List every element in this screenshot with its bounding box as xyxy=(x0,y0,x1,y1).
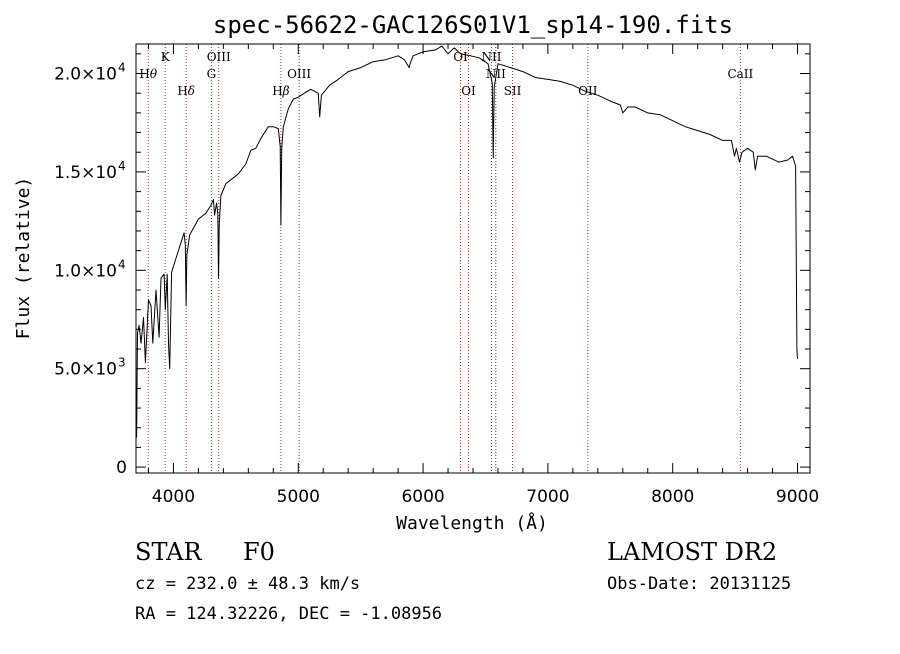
x-axis-ticks: 4000 5000 6000 7000 8000 9000 xyxy=(147,44,819,507)
y-tick-exponent: 4 xyxy=(118,257,126,271)
spectral-line-label: Hθ xyxy=(139,67,157,81)
y-tick-label: 2.0×10 xyxy=(54,65,117,85)
sky-coordinates: RA = 124.32226, DEC = -1.08956 xyxy=(135,604,443,624)
y-axis-label: Flux (relative) xyxy=(13,177,34,340)
survey-name: LAMOST DR2 xyxy=(607,538,778,566)
spectrum-line xyxy=(136,45,798,438)
x-axis-label: Wavelength (Å) xyxy=(396,512,548,534)
y-tick-exponent: 4 xyxy=(118,61,126,75)
observation-date: Obs-Date: 20131125 xyxy=(607,574,792,594)
y-tick-label: 0 xyxy=(116,458,127,478)
object-class: STAR xyxy=(135,538,202,566)
x-tick-label: 5000 xyxy=(277,487,320,507)
y-tick-label: 5.0×10 xyxy=(54,360,117,380)
spectral-line-label: G xyxy=(207,67,217,81)
chart-title: spec-56622-GAC126S01V1_sp14-190.fits xyxy=(213,11,733,39)
y-tick-label: 1.0×10 xyxy=(54,261,117,281)
spectrum-series xyxy=(136,45,798,438)
spectral-line-markers xyxy=(147,44,741,473)
spectral-line-label: OI xyxy=(453,50,468,64)
spectral-line-label: K xyxy=(161,50,171,64)
object-subclass: F0 xyxy=(243,538,275,566)
spectral-line-label: CaII xyxy=(727,67,753,81)
plot-axes xyxy=(135,43,811,474)
spectral-line-label: OI xyxy=(461,84,476,98)
spectral-line-label: Hδ xyxy=(177,84,195,98)
spectral-line-label: OIII xyxy=(287,67,311,81)
x-tick-label: 8000 xyxy=(651,487,694,507)
plot-frame xyxy=(135,43,811,474)
redshift-velocity: cz = 232.0 ± 48.3 km/s xyxy=(135,574,361,594)
spectral-line-label: SII xyxy=(504,84,522,98)
x-tick-label: 6000 xyxy=(401,487,444,507)
x-tick-label: 4000 xyxy=(152,487,195,507)
y-tick-label: 1.5×10 xyxy=(54,163,117,183)
y-axis-ticks: 05.0×10 31.0×10 41.5×10 42.0×10 4 xyxy=(54,53,810,478)
spectral-line-label: NII xyxy=(481,50,501,64)
y-tick-exponent: 4 xyxy=(118,159,126,173)
x-tick-label: 9000 xyxy=(776,487,819,507)
spectral-line-label: OIII xyxy=(207,50,231,64)
x-tick-label: 7000 xyxy=(526,487,569,507)
spectral-line-label: Hβ xyxy=(272,84,289,98)
spectral-line-label: OII xyxy=(578,84,598,98)
y-tick-exponent: 3 xyxy=(118,356,126,370)
